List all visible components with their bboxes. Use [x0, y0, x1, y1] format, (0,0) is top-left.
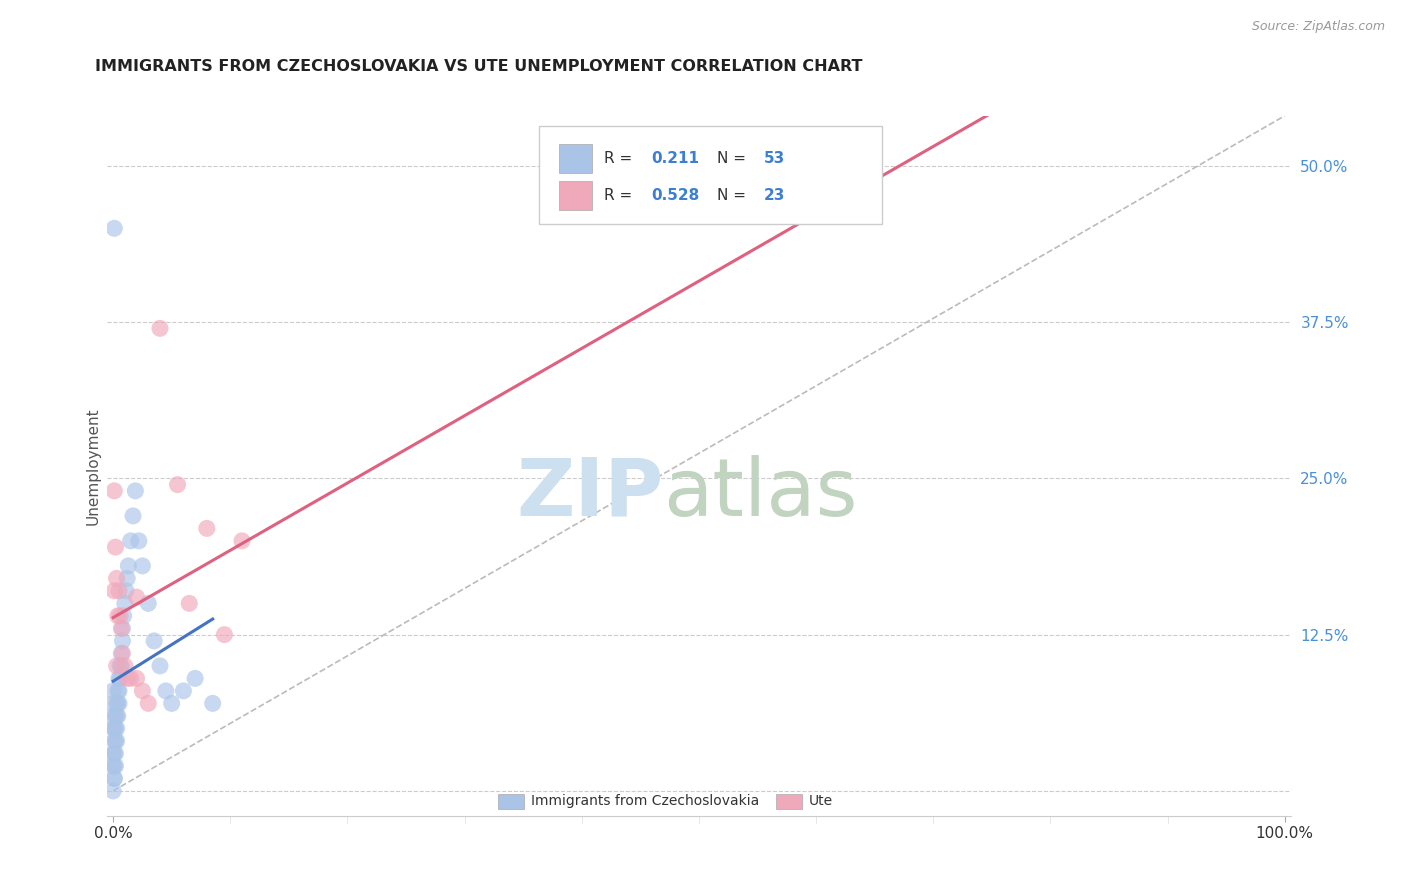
Point: [122, 508, 145, 523]
Point: [120, 533, 142, 548]
Point: [104, 722, 127, 736]
Point: [166, 477, 188, 491]
Bar: [560, 181, 592, 211]
Text: Immigrants from Czechoslovakia: Immigrants from Czechoslovakia: [531, 794, 759, 808]
Point: [108, 659, 131, 673]
Point: [115, 672, 138, 686]
Point: [107, 697, 129, 711]
Bar: [498, 794, 524, 809]
Point: [125, 672, 148, 686]
Point: [120, 672, 142, 686]
Point: [149, 659, 172, 673]
Point: [108, 583, 131, 598]
Point: [184, 672, 207, 686]
Point: [103, 747, 125, 761]
Point: [114, 659, 136, 673]
Point: [195, 521, 218, 535]
Point: [131, 684, 153, 698]
Point: [104, 734, 127, 748]
Point: [105, 659, 128, 673]
Text: N =: N =: [717, 151, 751, 166]
Point: [231, 533, 253, 548]
Point: [108, 697, 131, 711]
Point: [103, 583, 125, 598]
Text: Source: ZipAtlas.com: Source: ZipAtlas.com: [1251, 20, 1385, 33]
Text: R =: R =: [605, 151, 637, 166]
Point: [136, 596, 159, 610]
Point: [103, 221, 125, 235]
Point: [101, 709, 124, 723]
Point: [104, 747, 127, 761]
Point: [114, 596, 136, 610]
Point: [104, 540, 127, 554]
Point: [125, 590, 148, 604]
Point: [172, 684, 194, 698]
Point: [105, 734, 128, 748]
Point: [103, 772, 125, 786]
Point: [105, 709, 128, 723]
Point: [160, 697, 183, 711]
Point: [214, 627, 236, 641]
Point: [111, 646, 134, 660]
Point: [103, 722, 125, 736]
Bar: [776, 794, 801, 809]
Point: [115, 583, 138, 598]
Point: [107, 684, 129, 698]
Point: [111, 633, 134, 648]
Point: [115, 571, 138, 585]
Point: [101, 747, 124, 761]
Text: atlas: atlas: [664, 455, 858, 533]
FancyBboxPatch shape: [538, 127, 883, 224]
Point: [103, 734, 125, 748]
Point: [105, 697, 128, 711]
Point: [101, 684, 124, 698]
Point: [105, 571, 128, 585]
Point: [128, 533, 150, 548]
Point: [101, 759, 124, 773]
Point: [104, 709, 127, 723]
Point: [124, 483, 146, 498]
Point: [101, 697, 124, 711]
Text: 53: 53: [763, 151, 786, 166]
Point: [111, 621, 134, 635]
Point: [107, 608, 129, 623]
Point: [108, 672, 131, 686]
Text: Ute: Ute: [808, 794, 834, 808]
Point: [107, 709, 129, 723]
Bar: [560, 144, 592, 173]
Point: [103, 759, 125, 773]
Point: [108, 672, 131, 686]
Point: [110, 659, 132, 673]
Point: [155, 684, 177, 698]
Point: [110, 646, 132, 660]
Text: 23: 23: [763, 188, 786, 203]
Point: [101, 722, 124, 736]
Point: [149, 321, 172, 335]
Text: R =: R =: [605, 188, 637, 203]
Text: 0.211: 0.211: [651, 151, 700, 166]
Point: [108, 608, 131, 623]
Point: [110, 621, 132, 635]
Point: [103, 772, 125, 786]
Point: [179, 596, 201, 610]
Point: [105, 722, 128, 736]
Point: [101, 784, 124, 798]
Point: [103, 483, 125, 498]
Point: [201, 697, 224, 711]
Text: IMMIGRANTS FROM CZECHOSLOVAKIA VS UTE UNEMPLOYMENT CORRELATION CHART: IMMIGRANTS FROM CZECHOSLOVAKIA VS UTE UN…: [96, 59, 863, 74]
Point: [108, 684, 131, 698]
Text: 0.528: 0.528: [651, 188, 700, 203]
Text: N =: N =: [717, 188, 751, 203]
Point: [112, 608, 135, 623]
Point: [104, 759, 127, 773]
Point: [143, 633, 166, 648]
Y-axis label: Unemployment: Unemployment: [86, 407, 100, 524]
Point: [136, 697, 159, 711]
Text: ZIP: ZIP: [516, 455, 664, 533]
Point: [131, 558, 153, 573]
Point: [117, 558, 139, 573]
